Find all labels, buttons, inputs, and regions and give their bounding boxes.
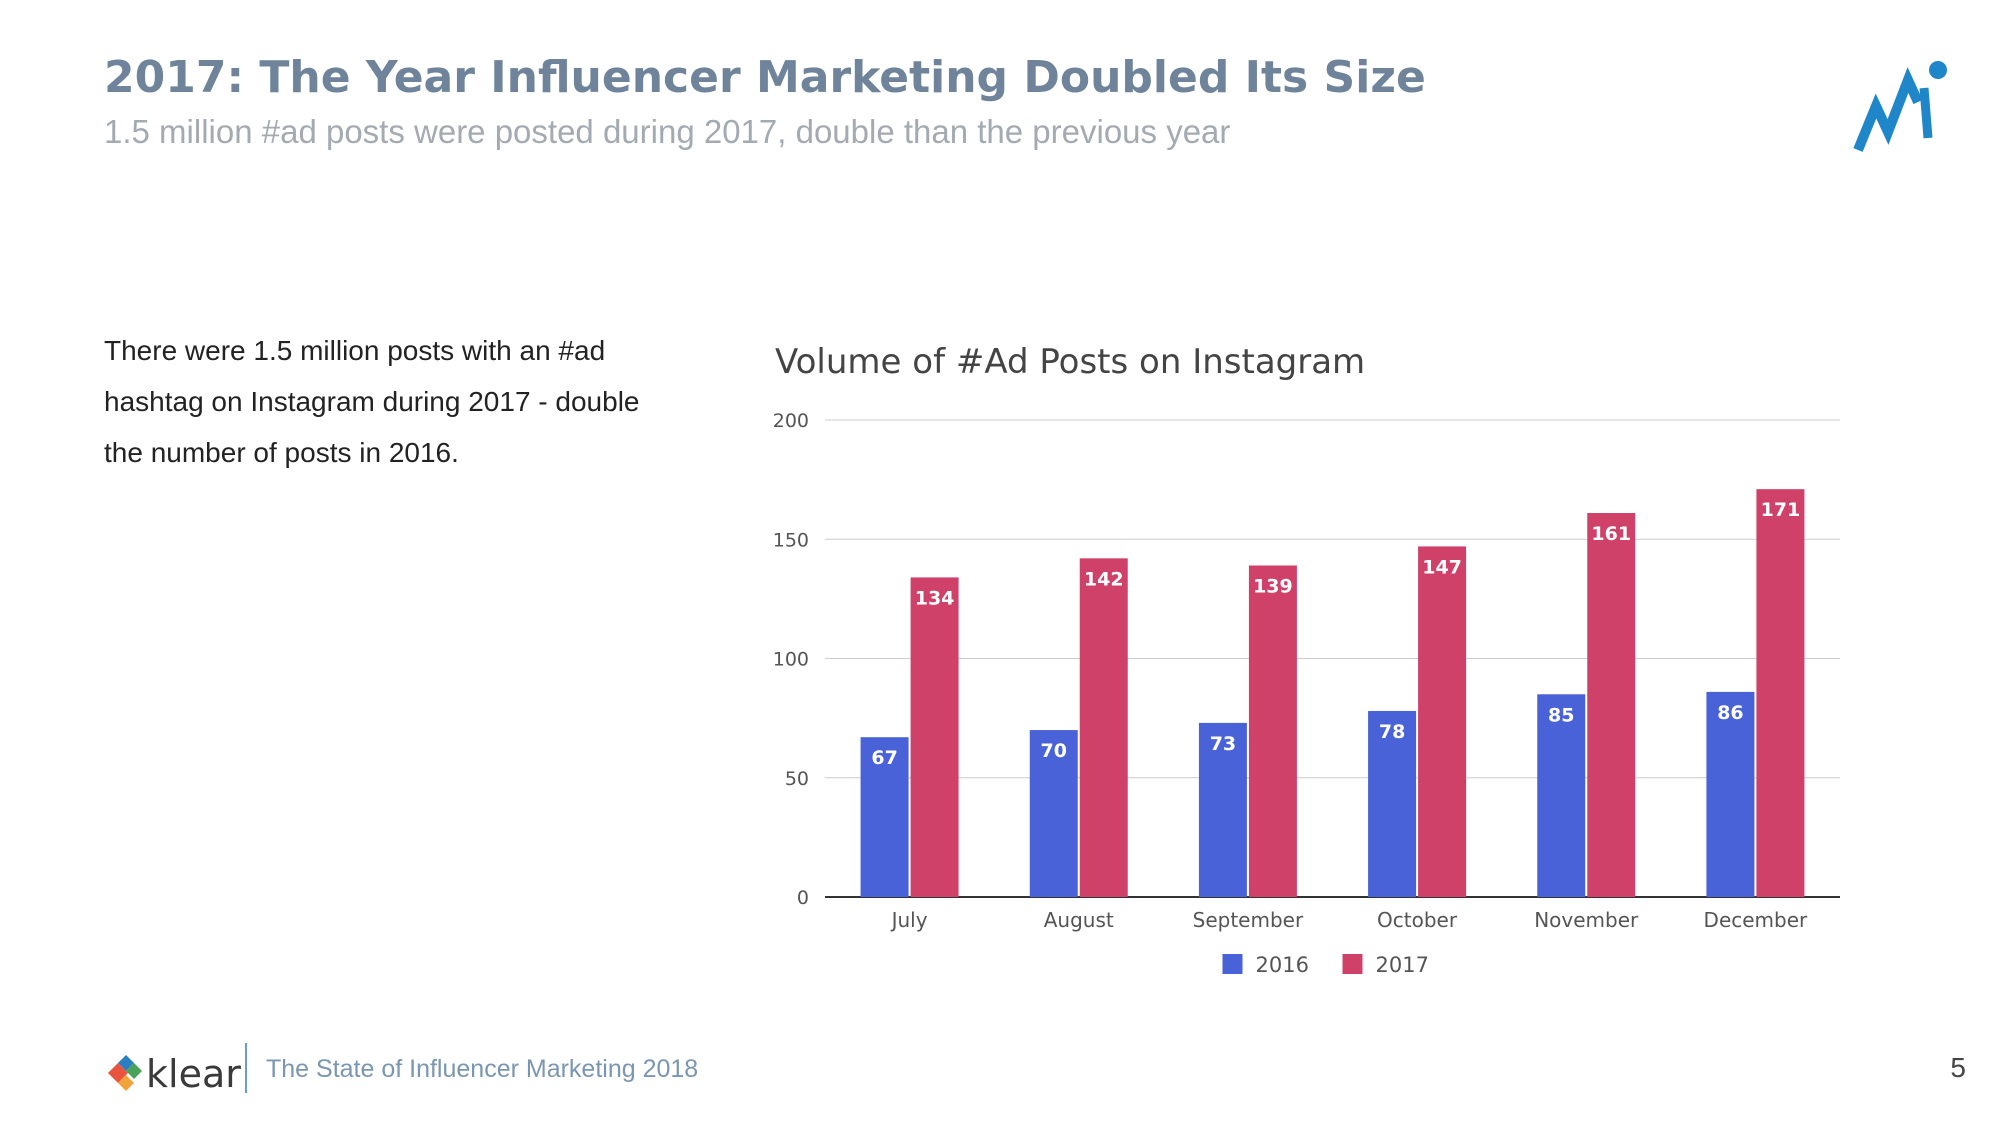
klear-wordmark: klear: [146, 1052, 241, 1096]
chart-legend: 2016 2017: [1222, 953, 1429, 977]
data-label: 161: [1591, 523, 1631, 545]
bar-2016-december: [1706, 691, 1755, 897]
footer-report-title: The State of Influencer Marketing 2018: [266, 1055, 699, 1083]
body-paragraph: There were 1.5 million posts with an #ad…: [104, 335, 640, 468]
data-label: 147: [1422, 556, 1462, 578]
bar-2017-july: [910, 577, 959, 897]
data-label: 67: [871, 747, 897, 769]
slide-subtitle: 1.5 million #ad posts were posted during…: [104, 113, 1231, 150]
x-tick-label: July: [890, 908, 928, 932]
slide-title: 2017: The Year Influencer Marketing Doub…: [104, 52, 1426, 103]
y-tick-label: 50: [785, 768, 809, 790]
x-tick-label: October: [1377, 908, 1458, 932]
x-tick-label: September: [1193, 908, 1304, 932]
footer-divider: [245, 1043, 247, 1093]
bar-2017-december: [1756, 489, 1805, 897]
bar-2017-august: [1079, 558, 1128, 897]
klear-logo: klear: [108, 1052, 241, 1096]
y-tick-label: 200: [773, 410, 809, 432]
x-tick-label: August: [1044, 908, 1114, 932]
data-label: 171: [1761, 499, 1801, 521]
data-label: 85: [1548, 704, 1574, 726]
data-label: 73: [1210, 733, 1236, 755]
data-label: 78: [1379, 721, 1405, 743]
bar-2016-september: [1198, 722, 1247, 897]
y-tick-label: 100: [773, 649, 809, 671]
legend-label-2017: 2017: [1376, 953, 1429, 977]
x-tick-label: December: [1704, 908, 1808, 932]
data-label: 86: [1717, 702, 1743, 724]
page-number: 5: [1950, 1052, 1966, 1083]
bar-2017-october: [1418, 546, 1467, 897]
legend-label-2016: 2016: [1256, 953, 1309, 977]
bar-chart: Volume of #Ad Posts on Instagram 0 50 100 1…: [773, 342, 1840, 977]
x-tick-label: November: [1534, 908, 1639, 932]
bar-2016-july: [860, 737, 909, 897]
chart-title: Volume of #Ad Posts on Instagram: [775, 342, 1365, 382]
data-label: 142: [1084, 568, 1124, 590]
klear-diamond-icon: [108, 1055, 142, 1091]
data-label: 70: [1041, 740, 1067, 762]
brand-zigzag-logo-icon: [1853, 61, 1947, 152]
bar-2016-october: [1368, 710, 1417, 897]
chart-bars: [860, 489, 1805, 897]
chart-labels: 0 50 100 150 200 67 134 July 70 142 August 73 139 Sep…: [773, 410, 1808, 932]
legend-swatch-2017: [1342, 954, 1363, 974]
data-label: 134: [915, 587, 955, 609]
y-tick-label: 150: [773, 529, 809, 551]
y-tick-label: 0: [797, 887, 809, 909]
bar-2017-november: [1587, 513, 1636, 897]
data-label: 139: [1253, 575, 1293, 597]
bar-2017-september: [1248, 565, 1297, 897]
bar-2016-november: [1537, 694, 1586, 897]
legend-swatch-2016: [1222, 954, 1243, 974]
chart-gridlines: [825, 419, 1840, 898]
bar-2016-august: [1029, 730, 1078, 897]
